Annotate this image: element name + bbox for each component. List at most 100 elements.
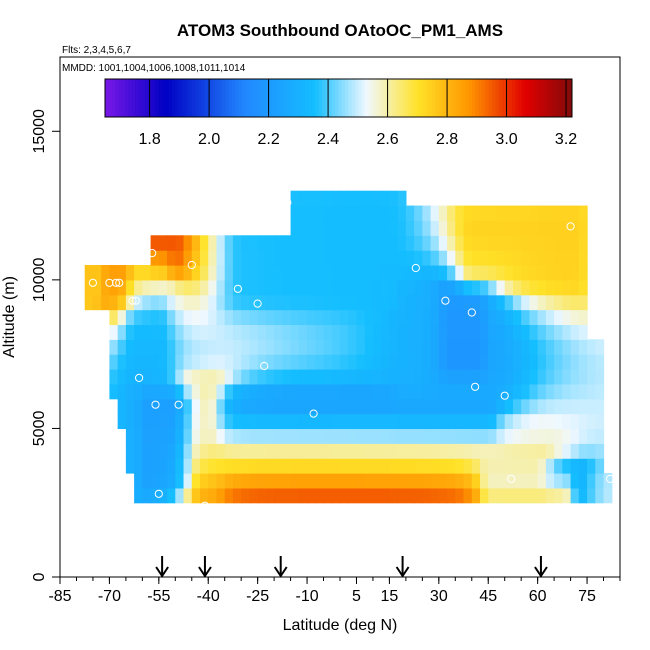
colorbar-segment xyxy=(118,79,123,117)
heatmap-cell xyxy=(323,487,333,504)
colorbar-segment xyxy=(191,79,196,117)
heatmap-cell xyxy=(142,309,152,326)
heatmap-cell xyxy=(504,443,514,459)
heatmap-cell xyxy=(158,235,168,251)
heatmap-cell xyxy=(356,324,366,340)
x-tick-label: 5 xyxy=(352,588,361,605)
colorbar-segment xyxy=(478,79,483,117)
heatmap-cell xyxy=(274,398,283,415)
heatmap-cell xyxy=(183,428,193,444)
heatmap-cell xyxy=(208,294,218,311)
heatmap-cell xyxy=(463,279,473,296)
colorbar-segment xyxy=(325,79,329,117)
colorbar-tick-label: 2.0 xyxy=(198,131,220,148)
colorbar-segment xyxy=(251,79,256,117)
colorbar-segment xyxy=(405,79,410,117)
colorbar-segment xyxy=(158,79,163,117)
heatmap-cell xyxy=(340,398,349,415)
observation-point xyxy=(200,501,209,510)
heatmap-cell xyxy=(447,235,456,251)
heatmap-cell xyxy=(117,309,127,326)
heatmap-cell xyxy=(323,458,333,474)
heatmap-cell xyxy=(372,220,382,236)
heatmap-cell xyxy=(257,487,267,504)
heatmap-cell xyxy=(372,235,382,251)
heatmap-cell xyxy=(422,383,432,400)
heatmap-cell xyxy=(331,235,341,251)
colorbar-segment xyxy=(261,79,266,117)
heatmap-cell xyxy=(405,487,415,504)
heatmap-cell xyxy=(529,324,539,340)
heatmap-cell xyxy=(438,250,448,266)
heatmap-cell xyxy=(175,473,185,489)
heatmap-cell xyxy=(422,487,432,504)
heatmap-cell xyxy=(241,265,251,281)
heatmap-cell xyxy=(455,324,465,340)
colorbar-frame xyxy=(104,78,573,118)
heatmap-cell xyxy=(512,458,522,474)
colorbar-segment xyxy=(205,79,209,117)
heatmap-cell xyxy=(307,190,316,207)
heatmap-cell xyxy=(315,309,325,326)
colorbar-segment xyxy=(215,79,219,117)
heatmap-cell xyxy=(167,235,176,251)
colorbar-segment xyxy=(425,79,430,117)
heatmap-cell xyxy=(200,235,209,251)
heatmap-cell xyxy=(414,369,423,385)
colorbar-segment xyxy=(281,79,286,117)
heatmap-cell xyxy=(274,487,283,504)
colorbar-segment xyxy=(558,79,563,117)
heatmap-cell xyxy=(430,369,440,385)
colorbar-segment xyxy=(465,79,470,117)
heatmap-cell xyxy=(274,354,283,370)
colorbar-segment xyxy=(551,79,556,117)
heatmap-cell xyxy=(274,309,283,326)
colorbar-segment xyxy=(175,79,179,117)
heatmap-cell xyxy=(521,235,531,251)
heatmap-cell xyxy=(84,279,94,296)
flight-arrow-head xyxy=(534,566,548,578)
heatmap-cell xyxy=(331,428,341,444)
heatmap-cell xyxy=(480,250,489,266)
heatmap-cell xyxy=(545,354,555,370)
heatmap-cell xyxy=(529,294,539,311)
heatmap-cell xyxy=(224,265,234,281)
heatmap-cell xyxy=(167,398,176,415)
heatmap-cell xyxy=(340,428,349,444)
heatmap-cell xyxy=(488,324,498,340)
heatmap-cell xyxy=(422,279,432,296)
heatmap-cell xyxy=(562,265,572,281)
heatmap xyxy=(84,190,613,504)
heatmap-cell xyxy=(414,398,423,415)
heatmap-cell xyxy=(389,413,399,430)
heatmap-cell xyxy=(480,339,489,355)
heatmap-cell xyxy=(315,443,325,459)
flight-arrow-head xyxy=(273,566,288,578)
heatmap-cell xyxy=(496,428,506,444)
heatmap-cell xyxy=(422,205,432,222)
heatmap-cell xyxy=(389,294,399,311)
heatmap-cell xyxy=(348,190,358,207)
heatmap-cell xyxy=(175,324,185,340)
heatmap-cell xyxy=(521,220,531,236)
heatmap-cell xyxy=(521,250,531,266)
heatmap-cell xyxy=(282,428,292,444)
heatmap-cell xyxy=(562,220,572,236)
heatmap-cell xyxy=(381,205,391,222)
heatmap-cell xyxy=(183,354,193,370)
heatmap-cell xyxy=(529,339,539,355)
heatmap-cell xyxy=(241,443,251,459)
heatmap-cell xyxy=(405,383,415,400)
heatmap-cell xyxy=(447,354,456,370)
heatmap-cell xyxy=(529,487,539,504)
heatmap-cell xyxy=(290,383,300,400)
observation-point xyxy=(283,198,292,207)
heatmap-cell xyxy=(389,369,399,385)
heatmap-cell xyxy=(142,443,152,459)
heatmap-cell xyxy=(405,250,415,266)
heatmap-cell xyxy=(282,487,292,504)
heatmap-cell xyxy=(307,294,316,311)
heatmap-cell xyxy=(364,220,374,236)
heatmap-cell xyxy=(356,265,366,281)
flight-arrows xyxy=(155,556,548,578)
